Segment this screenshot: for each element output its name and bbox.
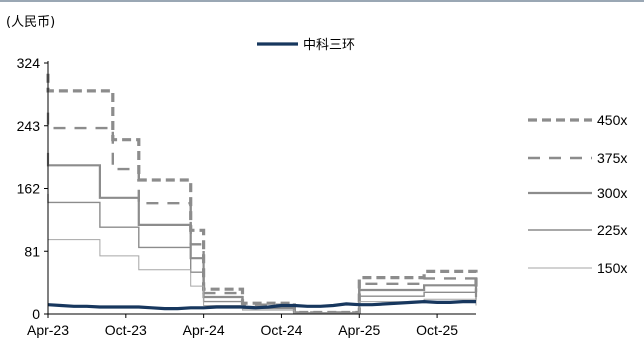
- y-tick-label: 81: [24, 243, 40, 259]
- x-tick-label: Oct-24: [260, 322, 302, 338]
- series-line-中科三环: [47, 299, 476, 311]
- y-tick-label: 0: [32, 306, 40, 322]
- legend-label-375x: 375x: [597, 150, 627, 166]
- y-tick-label: 243: [17, 118, 41, 134]
- x-tick-label: Apr-23: [27, 322, 69, 338]
- x-tick-label: Apr-25: [338, 322, 380, 338]
- series-line-450x: [46, 73, 478, 315]
- x-tick-label: Oct-25: [416, 322, 458, 338]
- legend-label-225x: 225x: [597, 222, 627, 238]
- series-layer: [46, 73, 478, 315]
- legend-label-中科三环: 中科三环: [303, 38, 355, 53]
- y-tick-label: 324: [17, 55, 41, 71]
- x-tick-label: Oct-23: [105, 322, 147, 338]
- top-border-rule: [0, 0, 644, 2]
- series-line-225x: [47, 193, 477, 314]
- legend: 中科三环 450x 375x 300x 225x 150x: [257, 38, 627, 276]
- legend-label-300x: 300x: [597, 185, 627, 201]
- series-line-300x: [46, 152, 478, 315]
- series-line-375x: [46, 112, 478, 314]
- legend-label-450x: 450x: [597, 112, 627, 128]
- y-tick-label: 162: [17, 181, 41, 197]
- unit-label: (人民币): [6, 15, 55, 30]
- legend-label-150x: 150x: [597, 260, 627, 276]
- x-tick-label: Apr-24: [183, 322, 225, 338]
